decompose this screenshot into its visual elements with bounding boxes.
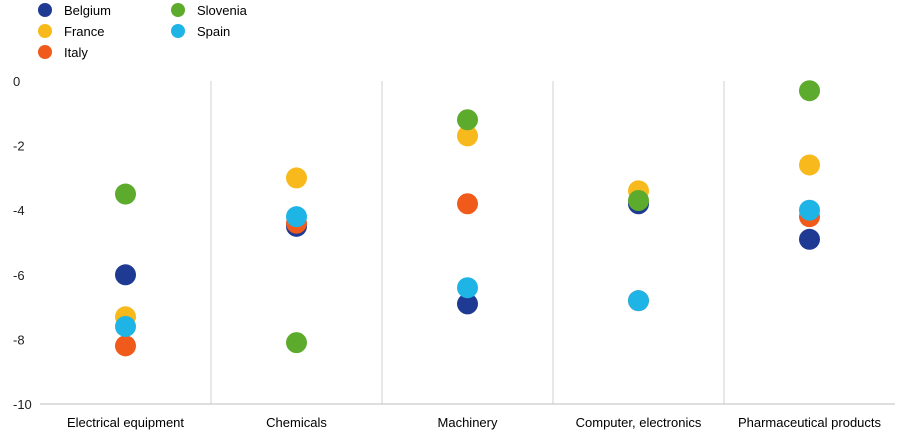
point-spain-electrical-equipment (115, 315, 136, 337)
point-belgium-machinery (457, 293, 478, 315)
category-label-chemicals: Chemicals (266, 415, 327, 430)
point-spain-computer-electronics (628, 290, 649, 312)
category-label-machinery: Machinery (438, 415, 498, 430)
category-separators (210, 81, 725, 404)
point-slovenia-electrical-equipment (115, 183, 136, 205)
legend-marker-belgium (38, 3, 52, 17)
y-tick-label: -2 (13, 139, 25, 154)
legend-label-france: France (64, 24, 104, 39)
legend-marker-france (38, 24, 52, 38)
legend-label-italy: Italy (64, 45, 88, 60)
point-slovenia-computer-electronics (628, 190, 649, 212)
category-label-computer-electronics: Computer, electronics (576, 415, 702, 430)
point-spain-chemicals (286, 206, 307, 228)
y-tick-label: -4 (13, 203, 25, 218)
data-points (115, 80, 820, 357)
category-label-pharmaceutical-products: Pharmaceutical products (738, 415, 882, 430)
point-belgium-electrical-equipment (115, 264, 136, 286)
y-tick-label: 0 (13, 74, 20, 89)
legend-label-belgium: Belgium (64, 3, 111, 18)
point-spain-pharmaceutical-products (799, 199, 820, 221)
point-italy-machinery (457, 193, 478, 215)
y-tick-label: -8 (13, 332, 25, 347)
point-france-pharmaceutical-products (799, 154, 820, 176)
category-label-electrical-equipment: Electrical equipment (67, 415, 184, 430)
legend: Belgium France Italy Slovenia Spain (38, 3, 248, 60)
legend-marker-slovenia (171, 3, 185, 17)
point-slovenia-chemicals (286, 332, 307, 354)
point-italy-electrical-equipment (115, 335, 136, 357)
point-spain-machinery (457, 277, 478, 299)
y-axis-ticks: 0 -2 -4 -6 -8 -10 (13, 74, 32, 412)
legend-marker-spain (171, 24, 185, 38)
y-tick-label: -6 (13, 268, 25, 283)
point-france-chemicals (286, 167, 307, 189)
category-labels: Electrical equipment Chemicals Machinery Co… (67, 415, 882, 430)
point-slovenia-machinery (457, 109, 478, 131)
point-france-machinery (457, 125, 478, 147)
legend-label-slovenia: Slovenia (197, 3, 248, 18)
y-tick-label: -10 (13, 397, 32, 412)
point-slovenia-pharmaceutical-products (799, 80, 820, 102)
point-belgium-pharmaceutical-products (799, 228, 820, 250)
legend-label-spain: Spain (197, 24, 230, 39)
legend-marker-italy (38, 45, 52, 59)
